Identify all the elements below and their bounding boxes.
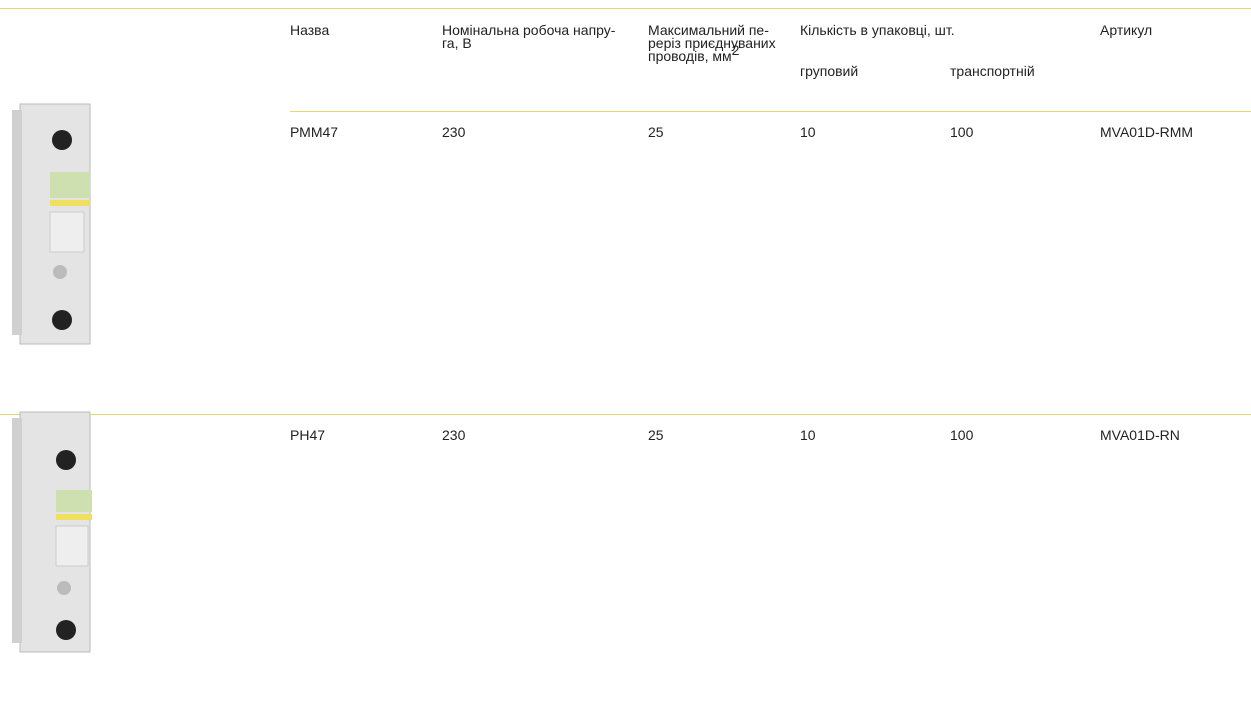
cell: 230 [442,124,466,140]
header-article: Артикул [1100,22,1153,38]
superscript: 2 [731,42,740,58]
cell: MVA01D-RMM [1100,124,1194,140]
cell: 230 [442,427,466,443]
cell: РН47 [290,427,326,443]
rule [0,8,1251,9]
header-cross-section: Максимальний пе- реріз приєднуваних пров… [648,22,776,64]
header-name: Назва [290,22,330,38]
rule [0,414,1251,415]
header-line: проводів, мм2 [648,43,776,64]
product-image [12,103,91,345]
rule [290,111,1251,112]
cell: 25 [648,124,664,140]
header-transport: транспортній [950,63,1035,79]
header-quantity: Кількість в упаковці, шт. [800,22,955,38]
product-image [12,411,92,653]
header-group: груповий [800,63,859,79]
header-line: Номінальна робоча напру- [442,22,616,38]
cell: 100 [950,124,974,140]
header-line: Максимальний пе- [648,22,769,38]
header-line: га, В [442,35,472,51]
header-voltage: Номінальна робоча напру- га, В [442,22,616,51]
header-text: проводів, мм [648,48,732,64]
cell: 100 [950,427,974,443]
header-line: реріз приєднуваних [648,35,776,51]
cell: РММ47 [290,124,339,140]
cell: 25 [648,427,664,443]
cell: 10 [800,427,816,443]
cell: 10 [800,124,816,140]
cell: MVA01D-RN [1100,427,1180,443]
